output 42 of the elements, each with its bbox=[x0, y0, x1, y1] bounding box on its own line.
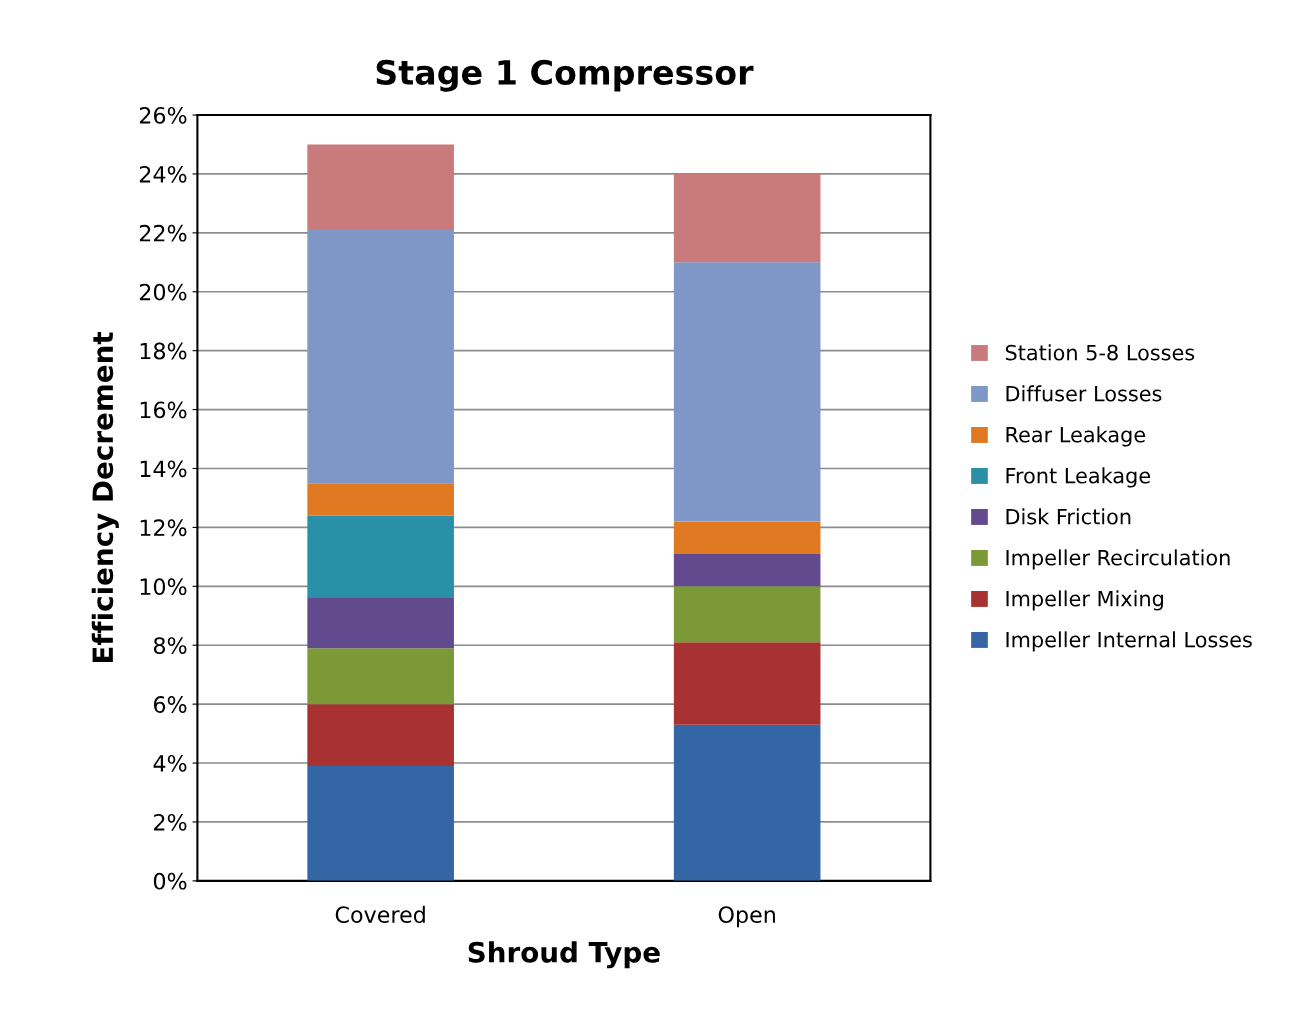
bar bbox=[673, 642, 821, 725]
legend-label: Impeller Recirculation bbox=[1006, 549, 1230, 570]
x-tick-label: Covered bbox=[335, 905, 425, 924]
bar bbox=[307, 648, 454, 705]
bar bbox=[307, 598, 454, 649]
legend-label: Diffuser Losses bbox=[1006, 385, 1162, 402]
legend-label: Impeller Mixing bbox=[1006, 590, 1163, 611]
y-tick-label: 14% bbox=[140, 460, 187, 478]
y-tick-label: 8% bbox=[153, 637, 187, 654]
bar bbox=[307, 704, 454, 766]
bar bbox=[673, 586, 821, 643]
y-tick-label: 6% bbox=[153, 696, 187, 713]
x-tick-label: Open bbox=[718, 906, 775, 928]
bar bbox=[307, 765, 454, 881]
y-tick-label: 22% bbox=[139, 224, 187, 242]
bar bbox=[307, 515, 454, 599]
bar bbox=[673, 173, 821, 263]
y-tick-label: 26% bbox=[139, 106, 187, 124]
y-tick-label: 16% bbox=[140, 401, 187, 419]
x-axis-title: Shroud Type bbox=[468, 941, 660, 969]
legend-label: Rear Leakage bbox=[1006, 426, 1146, 447]
y-tick-label: 20% bbox=[139, 283, 187, 301]
legend-label: Disk Friction bbox=[1006, 508, 1131, 525]
bar bbox=[673, 521, 821, 554]
y-tick-label: 2% bbox=[154, 813, 187, 831]
bar bbox=[673, 724, 821, 881]
y-tick-label: 24% bbox=[139, 165, 187, 183]
legend-label: Station 5-8 Losses bbox=[1005, 344, 1195, 361]
legend-label: Impeller Internal Losses bbox=[1006, 631, 1252, 652]
legend-label: Front Leakage bbox=[1006, 467, 1151, 488]
bar bbox=[673, 553, 821, 587]
bar bbox=[307, 144, 454, 230]
chart-title: Stage 1 Compressor bbox=[376, 59, 754, 92]
y-tick-label: 10% bbox=[140, 578, 187, 596]
y-axis-title: Efficiency Decrement bbox=[91, 331, 119, 663]
y-tick-label: 18% bbox=[140, 342, 187, 360]
y-tick-label: 4% bbox=[153, 754, 187, 772]
y-tick-label: 0% bbox=[153, 872, 187, 890]
bar bbox=[307, 229, 454, 484]
y-tick-label: 12% bbox=[140, 519, 187, 537]
bar bbox=[673, 262, 821, 522]
bar bbox=[307, 483, 454, 516]
